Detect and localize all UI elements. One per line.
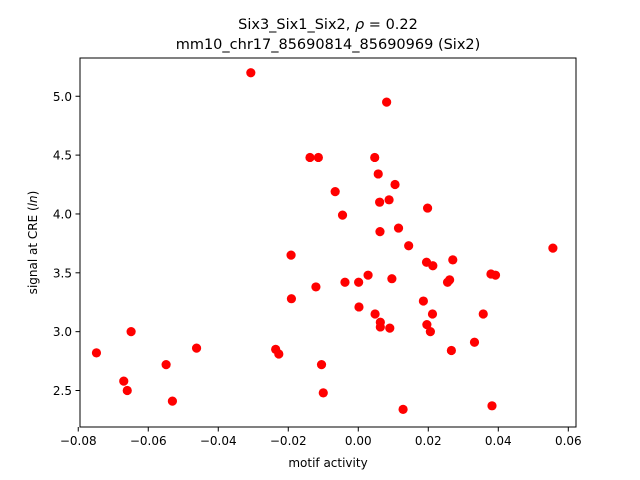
- data-point: [305, 152, 315, 163]
- data-point: [375, 197, 385, 207]
- x-axis-ticks: −0.08 −0.06 −0.04 −0.02 0.00 0.02 0.04 0.06: [60, 427, 582, 448]
- data-point: [384, 195, 394, 205]
- data-point: [393, 223, 404, 233]
- y-axis-ticks: 2.5 3.0 3.5 4.0 4.5 5.0: [53, 90, 80, 398]
- data-point: [404, 241, 414, 251]
- data-point: [354, 302, 364, 312]
- data-point: [425, 327, 435, 337]
- data-point: [191, 343, 202, 353]
- x-tick-label: 0.04: [485, 434, 512, 448]
- data-point: [313, 152, 323, 163]
- data-point: [311, 282, 321, 292]
- data-point: [91, 348, 102, 358]
- data-point: [286, 250, 296, 260]
- data-point: [274, 349, 284, 359]
- data-point: [354, 277, 364, 287]
- data-point: [246, 68, 256, 78]
- y-axis-label: signal at CRE (ln): [26, 191, 40, 295]
- y-tick-label: 4.5: [53, 149, 72, 163]
- data-point: [490, 270, 501, 280]
- data-point: [446, 345, 456, 356]
- data-point: [122, 385, 132, 396]
- x-tick-label: 0.06: [555, 434, 582, 448]
- data-point: [370, 309, 380, 319]
- data-point: [448, 255, 458, 265]
- data-point: [548, 243, 558, 253]
- data-point: [418, 296, 428, 306]
- x-tick-label: −0.02: [270, 434, 307, 448]
- y-tick-label: 2.5: [53, 384, 72, 398]
- data-point: [286, 294, 297, 304]
- data-point: [316, 360, 327, 370]
- x-tick-label: −0.06: [130, 434, 167, 448]
- y-tick-label: 3.5: [53, 266, 72, 280]
- data-point: [340, 277, 350, 287]
- x-tick-label: −0.04: [200, 434, 237, 448]
- data-point: [442, 277, 453, 287]
- data-point: [398, 404, 408, 414]
- data-point: [387, 274, 397, 284]
- x-tick-label: 0.00: [345, 434, 372, 448]
- data-point: [427, 309, 438, 319]
- data-point: [390, 179, 400, 190]
- data-point: [370, 152, 380, 163]
- y-tick-label: 4.0: [53, 207, 72, 221]
- data-point: [161, 360, 171, 370]
- data-point: [422, 203, 433, 213]
- chart-title-rho-symbol: ρ: [355, 17, 365, 33]
- data-point: [363, 270, 373, 280]
- y-tick-label: 5.0: [53, 90, 72, 104]
- data-point: [330, 186, 340, 197]
- data-points: [91, 68, 558, 414]
- y-axis-label-italic: ln: [26, 195, 40, 206]
- data-point: [337, 210, 348, 220]
- data-point: [382, 97, 392, 107]
- chart-title-line2: mm10_chr17_85690814_85690969 (Six2): [176, 37, 481, 53]
- x-tick-label: 0.02: [415, 434, 442, 448]
- data-point: [469, 337, 480, 347]
- chart-title: Six3_Six1_Six2, ρ = 0.22 mm10_chr17_8569…: [176, 17, 481, 53]
- x-tick-label: −0.08: [60, 434, 97, 448]
- y-axis-label-suffix: ): [26, 191, 40, 196]
- data-point: [126, 327, 136, 337]
- data-point: [119, 376, 129, 386]
- data-point: [318, 388, 328, 398]
- y-axis-label-prefix: signal at CRE (: [26, 206, 40, 294]
- data-point: [385, 323, 395, 333]
- y-tick-label: 3.0: [53, 325, 72, 339]
- data-point: [167, 396, 178, 406]
- data-point: [375, 227, 385, 237]
- data-point: [373, 169, 383, 179]
- x-axis-label: motif activity: [288, 456, 367, 470]
- chart-title-line1: Six3_Six1_Six2, ρ = 0.22: [238, 17, 418, 33]
- chart-title-line1-suffix: = 0.22: [364, 17, 418, 33]
- data-point: [478, 309, 488, 319]
- data-point: [487, 401, 497, 411]
- chart-title-line1-prefix: Six3_Six1_Six2,: [238, 17, 355, 33]
- data-point: [375, 322, 385, 332]
- data-point: [428, 261, 438, 271]
- plot-frame: [79, 57, 577, 428]
- data-point: [422, 319, 432, 330]
